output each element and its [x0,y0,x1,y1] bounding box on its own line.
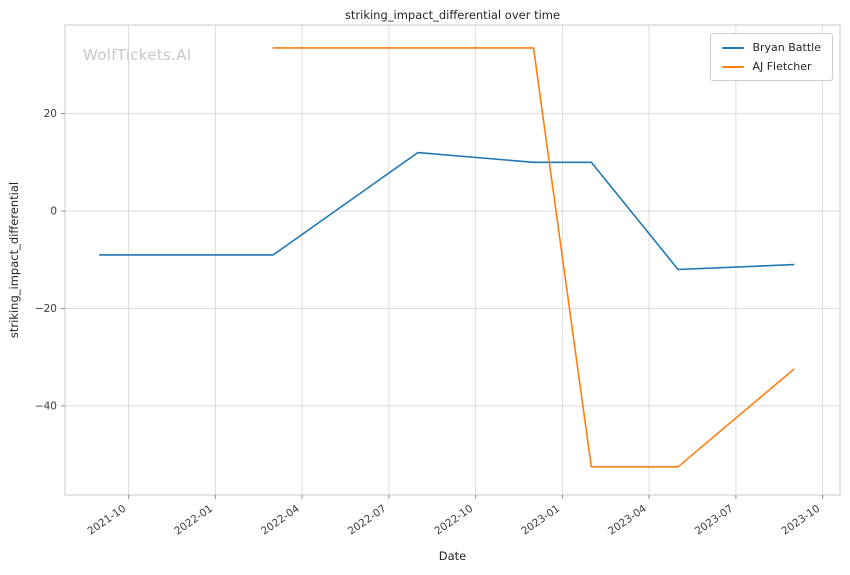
svg-text:2021-10: 2021-10 [85,503,128,538]
watermark: WolfTickets.AI [83,46,192,64]
svg-text:−20: −20 [35,303,57,315]
svg-text:2022-04: 2022-04 [259,502,302,537]
legend-item-aj-fletcher: AJ Fletcher [722,60,821,73]
svg-text:2022-07: 2022-07 [346,503,389,538]
svg-text:2023-07: 2023-07 [693,503,736,538]
svg-text:2023-10: 2023-10 [779,503,822,538]
legend-label-aj-fletcher: AJ Fletcher [752,60,812,73]
legend-label-bryan-battle: Bryan Battle [752,41,821,54]
svg-text:20: 20 [44,108,57,120]
y-axis-label: striking_impact_differential [7,181,21,339]
x-axis-label: Date [438,549,467,563]
svg-text:2023-01: 2023-01 [519,503,562,538]
legend-item-bryan-battle: Bryan Battle [722,41,821,54]
svg-text:2022-01: 2022-01 [172,503,215,538]
legend: Bryan Battle AJ Fletcher [710,33,833,81]
legend-line-swatch-aj-fletcher [722,65,745,68]
svg-text:2023-04: 2023-04 [606,502,649,537]
svg-text:0: 0 [50,206,57,218]
svg-text:2022-10: 2022-10 [432,503,475,538]
legend-line-swatch-bryan-battle [722,46,745,49]
svg-text:−40: −40 [35,400,57,412]
chart-title: striking_impact_differential over time [344,8,561,22]
